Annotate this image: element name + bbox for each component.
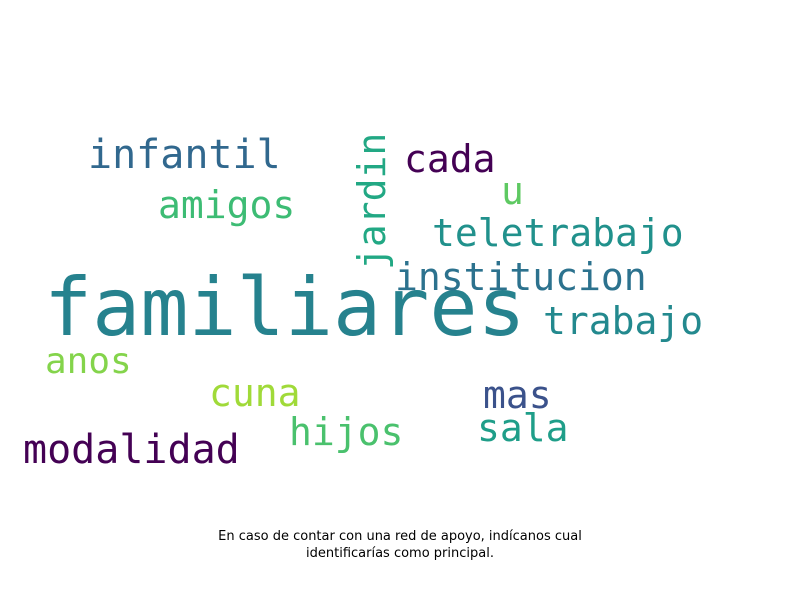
word-familiares: familiares	[44, 261, 526, 354]
word-cada: cada	[404, 137, 496, 181]
word-infantil: infantil	[88, 132, 281, 178]
caption: En caso de contar con una red de apoyo, …	[150, 528, 650, 562]
word-jardin: jardin	[350, 132, 394, 270]
caption-line-2: identificarías como principal.	[306, 546, 494, 561]
word-institucion: institucion	[395, 255, 647, 299]
word-teletrabajo: teletrabajo	[432, 211, 684, 255]
word-sala: sala	[477, 406, 569, 450]
word-hijos: hijos	[289, 410, 404, 454]
word-anos: anos	[45, 341, 132, 382]
word-u: u	[501, 169, 524, 213]
word-mas: mas	[483, 373, 552, 417]
word-cuna: cuna	[209, 371, 301, 415]
word-modalidad: modalidad	[23, 427, 240, 473]
word-trabajo: trabajo	[543, 299, 704, 343]
caption-line-1: En caso de contar con una red de apoyo, …	[218, 529, 582, 544]
word-amigos: amigos	[158, 183, 296, 227]
